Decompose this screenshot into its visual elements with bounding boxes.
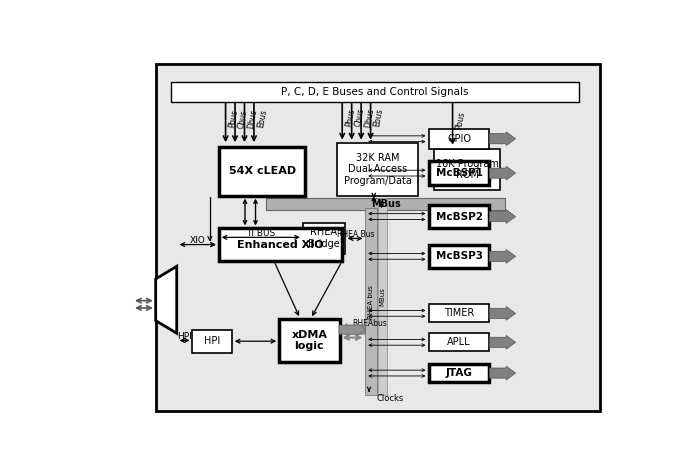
Text: MBus: MBus [371, 199, 401, 209]
FancyBboxPatch shape [279, 319, 340, 362]
FancyArrow shape [490, 366, 516, 380]
FancyBboxPatch shape [219, 228, 342, 261]
Text: McBSP3: McBSP3 [436, 251, 483, 261]
FancyBboxPatch shape [429, 161, 490, 185]
Text: Pbus: Pbus [228, 109, 240, 129]
Text: Pbus: Pbus [455, 110, 466, 130]
FancyBboxPatch shape [156, 63, 600, 411]
FancyBboxPatch shape [429, 205, 490, 228]
Text: xDMA
logic: xDMA logic [292, 329, 327, 351]
FancyBboxPatch shape [193, 329, 232, 353]
FancyBboxPatch shape [337, 143, 418, 196]
FancyBboxPatch shape [429, 364, 490, 382]
Text: RHEA Bus: RHEA Bus [337, 229, 375, 239]
Text: HPI: HPI [204, 337, 220, 346]
Text: TI BUS: TI BUS [246, 228, 275, 237]
Text: JTAG: JTAG [445, 368, 473, 378]
FancyArrow shape [490, 166, 516, 180]
Text: Pbus: Pbus [344, 108, 357, 127]
Text: Ebus: Ebus [373, 108, 385, 127]
FancyBboxPatch shape [429, 333, 490, 352]
Text: Clocks: Clocks [376, 394, 403, 403]
Text: Cbus: Cbus [237, 109, 250, 129]
FancyBboxPatch shape [303, 223, 345, 254]
Text: Dbus: Dbus [363, 107, 376, 128]
FancyArrow shape [490, 132, 516, 146]
FancyBboxPatch shape [378, 197, 387, 395]
Text: XIO: XIO [190, 236, 205, 245]
Text: P, C, D, E Buses and Control Signals: P, C, D, E Buses and Control Signals [281, 86, 468, 97]
Text: APLL: APLL [447, 337, 471, 347]
FancyArrow shape [339, 324, 365, 336]
Text: RHEA bus: RHEA bus [368, 285, 374, 319]
FancyArrow shape [490, 250, 516, 263]
Text: TIMER: TIMER [444, 308, 474, 318]
Text: RHEA
Bridge: RHEA Bridge [308, 227, 340, 249]
Text: 16K Program
ROM: 16K Program ROM [435, 159, 498, 180]
Text: Ebus: Ebus [256, 109, 268, 129]
Text: Dbus: Dbus [247, 109, 259, 129]
Polygon shape [156, 266, 177, 333]
FancyBboxPatch shape [429, 129, 490, 149]
FancyBboxPatch shape [172, 82, 579, 102]
FancyArrow shape [339, 324, 365, 336]
Text: RHEAbus: RHEAbus [353, 319, 388, 328]
FancyBboxPatch shape [434, 149, 500, 190]
Text: 32K RAM
Dual Access
Program/Data: 32K RAM Dual Access Program/Data [344, 153, 412, 186]
Text: MBus: MBus [380, 287, 386, 306]
FancyBboxPatch shape [266, 198, 505, 210]
FancyBboxPatch shape [219, 147, 306, 196]
Text: HPI: HPI [177, 332, 192, 341]
Text: Cbus: Cbus [354, 108, 366, 128]
Text: McBSP1: McBSP1 [436, 168, 483, 178]
FancyBboxPatch shape [429, 244, 490, 268]
FancyBboxPatch shape [365, 208, 377, 395]
Text: GPIO: GPIO [447, 134, 471, 144]
FancyArrow shape [490, 210, 516, 223]
Text: McBSP2: McBSP2 [436, 212, 483, 221]
FancyArrow shape [490, 306, 516, 320]
Text: 54X cLEAD: 54X cLEAD [228, 166, 296, 176]
Text: Enhanced XIO: Enhanced XIO [237, 240, 324, 250]
FancyArrow shape [490, 336, 516, 349]
FancyBboxPatch shape [429, 304, 490, 322]
